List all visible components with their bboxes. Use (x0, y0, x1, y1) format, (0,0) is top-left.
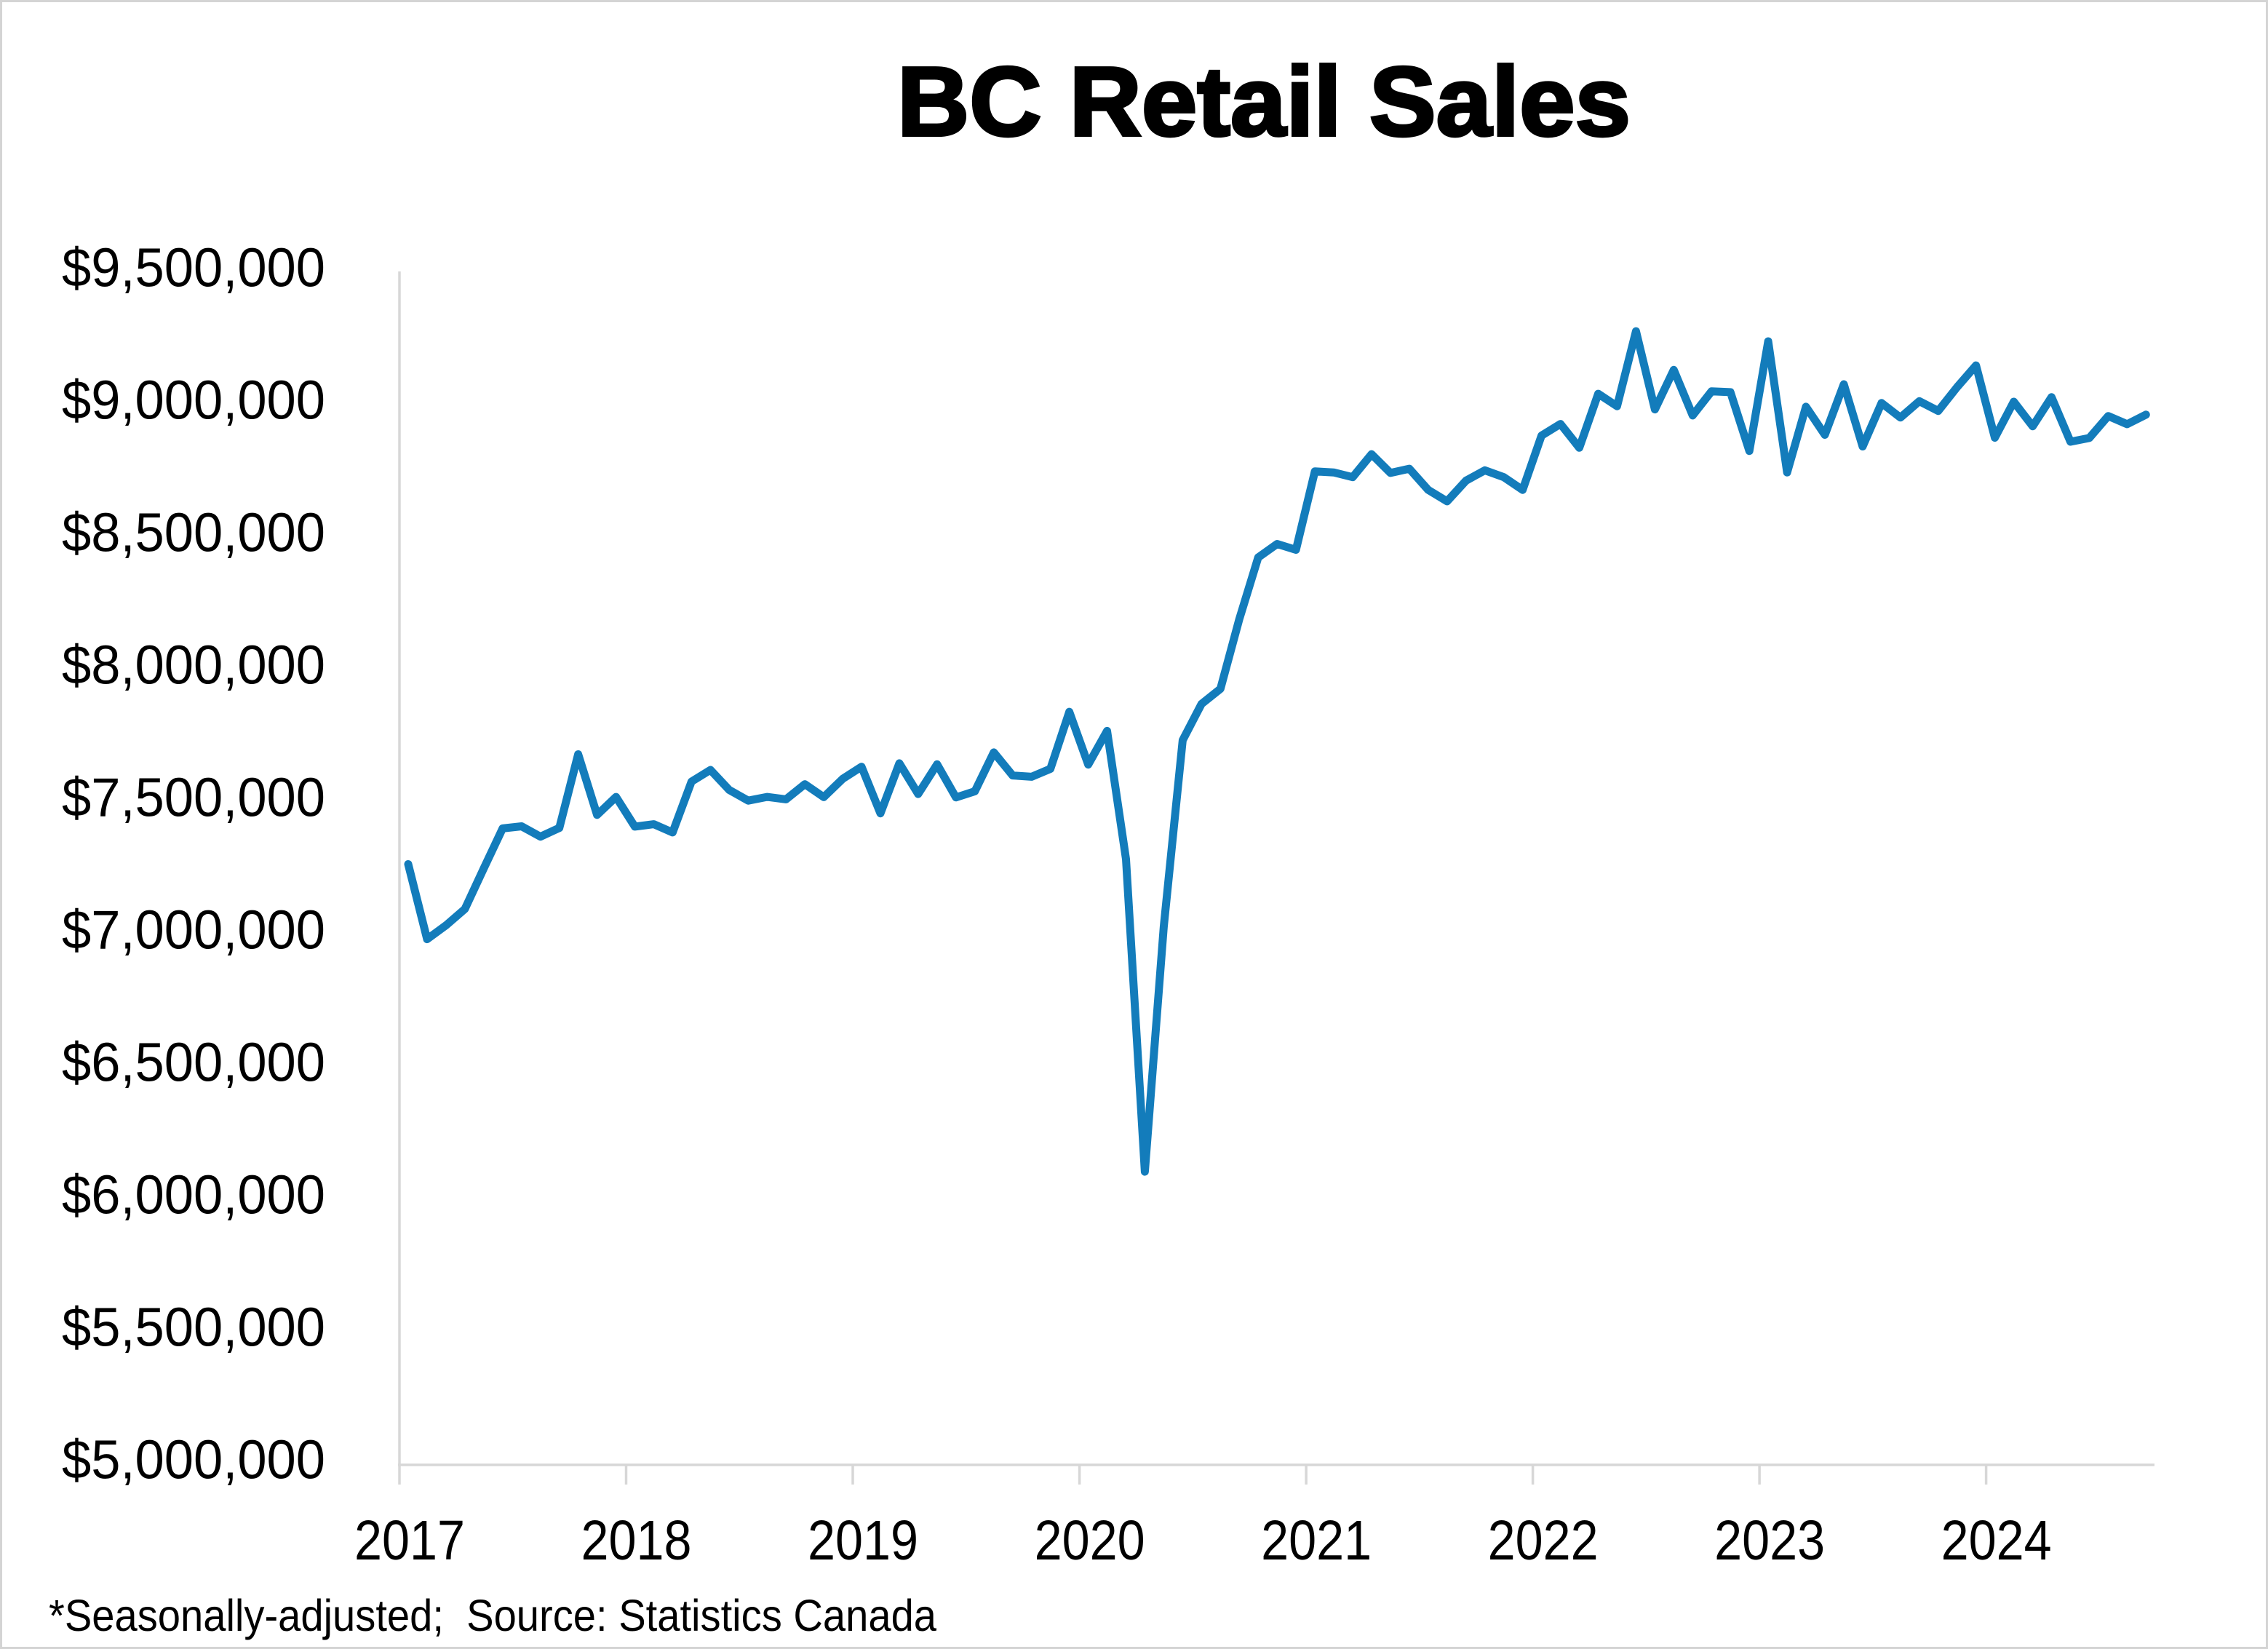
svg-text:2018: 2018 (581, 1509, 692, 1572)
svg-text:BC Retail Sales: BC Retail Sales (897, 47, 1631, 156)
svg-text:2019: 2019 (808, 1509, 918, 1572)
svg-text:$5,500,000: $5,500,000 (62, 1297, 325, 1358)
svg-text:2023: 2023 (1714, 1509, 1825, 1572)
svg-text:$9,000,000: $9,000,000 (62, 370, 325, 431)
svg-text:2020: 2020 (1035, 1509, 1145, 1572)
svg-text:$5,000,000: $5,000,000 (62, 1429, 325, 1490)
svg-text:*Seasonally-adjusted; Source:: *Seasonally-adjusted; Source: Statistics… (49, 1591, 936, 1640)
svg-text:$8,500,000: $8,500,000 (62, 502, 325, 563)
svg-text:$6,500,000: $6,500,000 (62, 1032, 325, 1093)
svg-text:2022: 2022 (1488, 1509, 1599, 1572)
svg-text:$7,000,000: $7,000,000 (62, 899, 325, 961)
svg-text:$9,500,000: $9,500,000 (62, 237, 325, 298)
svg-text:2017: 2017 (354, 1509, 465, 1572)
svg-text:$8,000,000: $8,000,000 (62, 635, 325, 696)
svg-text:2024: 2024 (1941, 1509, 2052, 1572)
svg-text:$7,500,000: $7,500,000 (62, 767, 325, 828)
svg-text:2021: 2021 (1261, 1509, 1372, 1572)
svg-text:$6,000,000: $6,000,000 (62, 1164, 325, 1225)
